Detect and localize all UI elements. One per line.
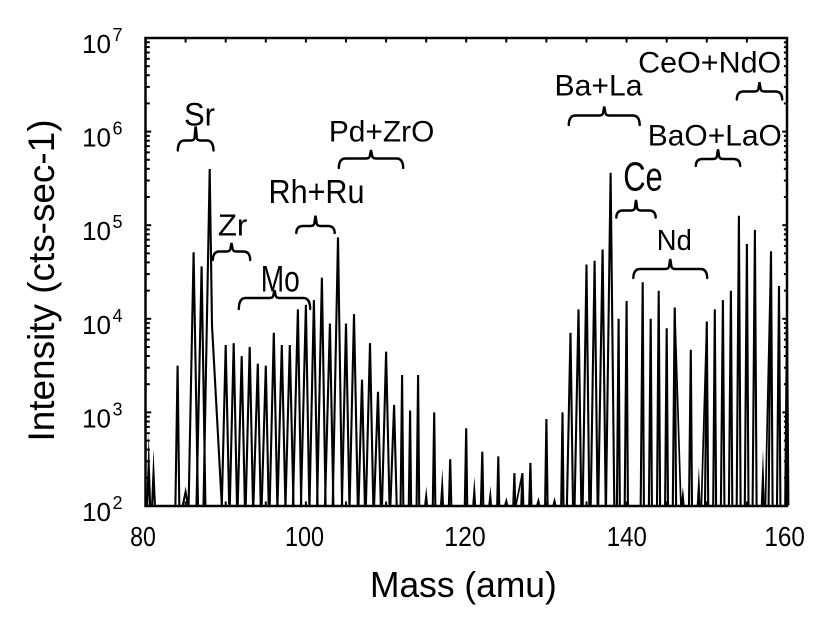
svg-text:80: 80 — [130, 521, 156, 552]
svg-text:160: 160 — [764, 521, 805, 552]
svg-text:5: 5 — [113, 212, 123, 232]
svg-text:Pd+ZrO: Pd+ZrO — [329, 116, 435, 149]
svg-text:4: 4 — [113, 306, 123, 326]
svg-text:CeO+NdO: CeO+NdO — [638, 47, 781, 80]
svg-text:7: 7 — [113, 25, 123, 45]
svg-text:10: 10 — [82, 123, 111, 153]
svg-text:Rh+Ru: Rh+Ru — [269, 173, 365, 210]
svg-text:120: 120 — [444, 521, 485, 552]
svg-text:Intensity (cts-sec-1): Intensity (cts-sec-1) — [21, 120, 62, 442]
svg-text:Nd: Nd — [657, 225, 692, 257]
svg-text:Mass (amu): Mass (amu) — [370, 564, 557, 605]
svg-text:10: 10 — [82, 497, 111, 527]
svg-text:10: 10 — [82, 216, 111, 246]
svg-text:Ba+La: Ba+La — [555, 70, 643, 103]
svg-text:100: 100 — [285, 521, 324, 552]
svg-text:6: 6 — [113, 119, 123, 139]
svg-text:10: 10 — [82, 403, 111, 433]
svg-text:Zr: Zr — [218, 208, 248, 242]
svg-text:Ce: Ce — [623, 154, 663, 200]
svg-text:3: 3 — [113, 399, 123, 419]
svg-text:140: 140 — [607, 521, 647, 552]
svg-text:BaO+LaO: BaO+LaO — [648, 120, 782, 153]
svg-text:Sr: Sr — [184, 97, 215, 133]
svg-text:10: 10 — [82, 29, 111, 59]
svg-text:2: 2 — [113, 493, 123, 513]
svg-text:Mo: Mo — [261, 259, 300, 300]
svg-text:10: 10 — [82, 310, 111, 340]
